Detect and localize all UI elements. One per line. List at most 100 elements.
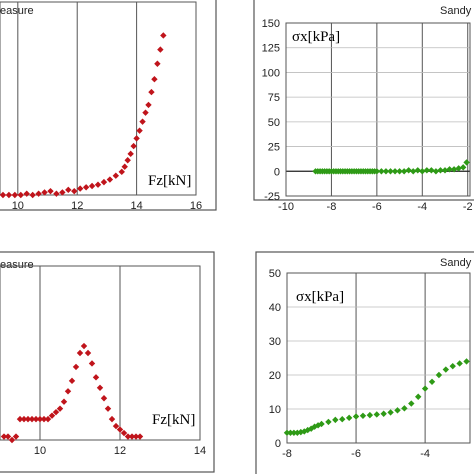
data-point (124, 157, 131, 164)
y-tick-label: 100 (262, 67, 280, 79)
x-tick-label: 16 (190, 200, 202, 212)
x-tick-label: 12 (114, 445, 126, 457)
panel-frame (0, 251, 215, 473)
data-point (387, 168, 394, 175)
data-point (441, 167, 449, 174)
x-tick-label: 12 (71, 200, 83, 212)
data-point (396, 168, 403, 175)
data-point (160, 32, 167, 39)
x-tick-label: 14 (130, 200, 142, 212)
data-point (65, 186, 72, 194)
data-point (421, 385, 429, 392)
data-point (23, 190, 30, 197)
plot-area-border (286, 272, 471, 444)
data-point (428, 167, 435, 174)
data-point (120, 429, 128, 437)
data-point (435, 371, 443, 379)
data-point (56, 405, 64, 412)
data-point (8, 436, 16, 444)
x-tick-label: -6 (351, 448, 361, 460)
data-point (24, 415, 32, 423)
data-point (16, 415, 24, 423)
data-point (142, 109, 149, 116)
data-point (408, 400, 415, 407)
data-point (139, 118, 146, 125)
panel-frame (253, 0, 474, 201)
data-point (339, 416, 346, 423)
y-tick-label: 25 (268, 142, 280, 154)
data-point (373, 168, 381, 175)
x-tick-label: 10 (34, 445, 46, 457)
data-point (76, 349, 84, 357)
y-tick-label: 50 (268, 117, 280, 129)
x-tick-label: -8 (327, 201, 337, 213)
tick-labels: 10 12 14 (34, 445, 206, 457)
y-tick-label: 50 (269, 268, 281, 280)
data-point (94, 181, 102, 188)
data-point (124, 433, 132, 440)
data-point (96, 384, 104, 391)
data-point (80, 342, 88, 350)
data-point (428, 378, 436, 385)
x-tick-label: -6 (372, 201, 382, 213)
data-point (325, 418, 332, 426)
data-point (40, 415, 48, 423)
y-tick-label: 10 (269, 404, 281, 416)
data-point (112, 422, 120, 430)
panel-frame (0, 0, 217, 211)
x-tick-label: -8 (282, 448, 292, 460)
grid-lines (0, 265, 201, 441)
data-point (456, 360, 463, 367)
data-point (60, 398, 68, 405)
data-point (88, 360, 96, 367)
data-point (41, 189, 48, 196)
data-point (378, 168, 385, 175)
x-tick-label: -2 (463, 201, 473, 213)
tick-labels: -8 -6 -4 0 10 20 30 40 50 (269, 268, 430, 460)
data-point (36, 415, 44, 423)
data-points (0, 32, 167, 199)
data-point (136, 433, 144, 440)
data-point (446, 166, 453, 173)
data-point (405, 167, 412, 174)
plot-area-border (0, 1, 197, 196)
data-point (459, 164, 467, 171)
panel-bottom-right: Sandy -8 -6 -4 0 10 20 30 40 50 σx[kPa] (255, 251, 474, 474)
data-point (121, 163, 128, 170)
y-tick-label: 30 (269, 336, 281, 348)
plot-area-border (285, 22, 471, 197)
data-point (332, 416, 339, 424)
y-tick-label: 40 (269, 302, 281, 314)
data-point (148, 88, 155, 96)
data-point (0, 191, 7, 199)
data-point (108, 415, 116, 423)
data-point (151, 76, 158, 83)
data-point (29, 191, 36, 199)
y-tick-label: -25 (264, 191, 280, 203)
y-tick-label: 150 (262, 18, 280, 30)
data-point (84, 349, 92, 357)
data-point (12, 433, 20, 440)
data-point (415, 393, 422, 400)
data-point (53, 190, 60, 197)
data-point (463, 159, 470, 166)
data-point (104, 405, 112, 412)
data-point (5, 191, 13, 199)
x-tick-label: 14 (194, 445, 206, 457)
panel-frame (255, 251, 474, 474)
data-point (382, 168, 390, 175)
data-point (359, 412, 367, 419)
data-point (0, 433, 8, 440)
data-point (47, 187, 54, 195)
tick-labels: -10 -8 -6 -4 -2 -25 0 25 50 75 100 125 150 (262, 18, 473, 213)
data-point (373, 411, 380, 418)
data-points (0, 342, 144, 444)
plot-area-border (0, 265, 201, 441)
data-point (64, 388, 72, 395)
y-tick-label: 75 (268, 92, 280, 104)
data-point (401, 405, 408, 412)
corner-label: easure (0, 259, 34, 271)
data-point (410, 168, 417, 175)
panel-bottom-left: easure 10 12 14 Fz[kN] (0, 251, 215, 473)
